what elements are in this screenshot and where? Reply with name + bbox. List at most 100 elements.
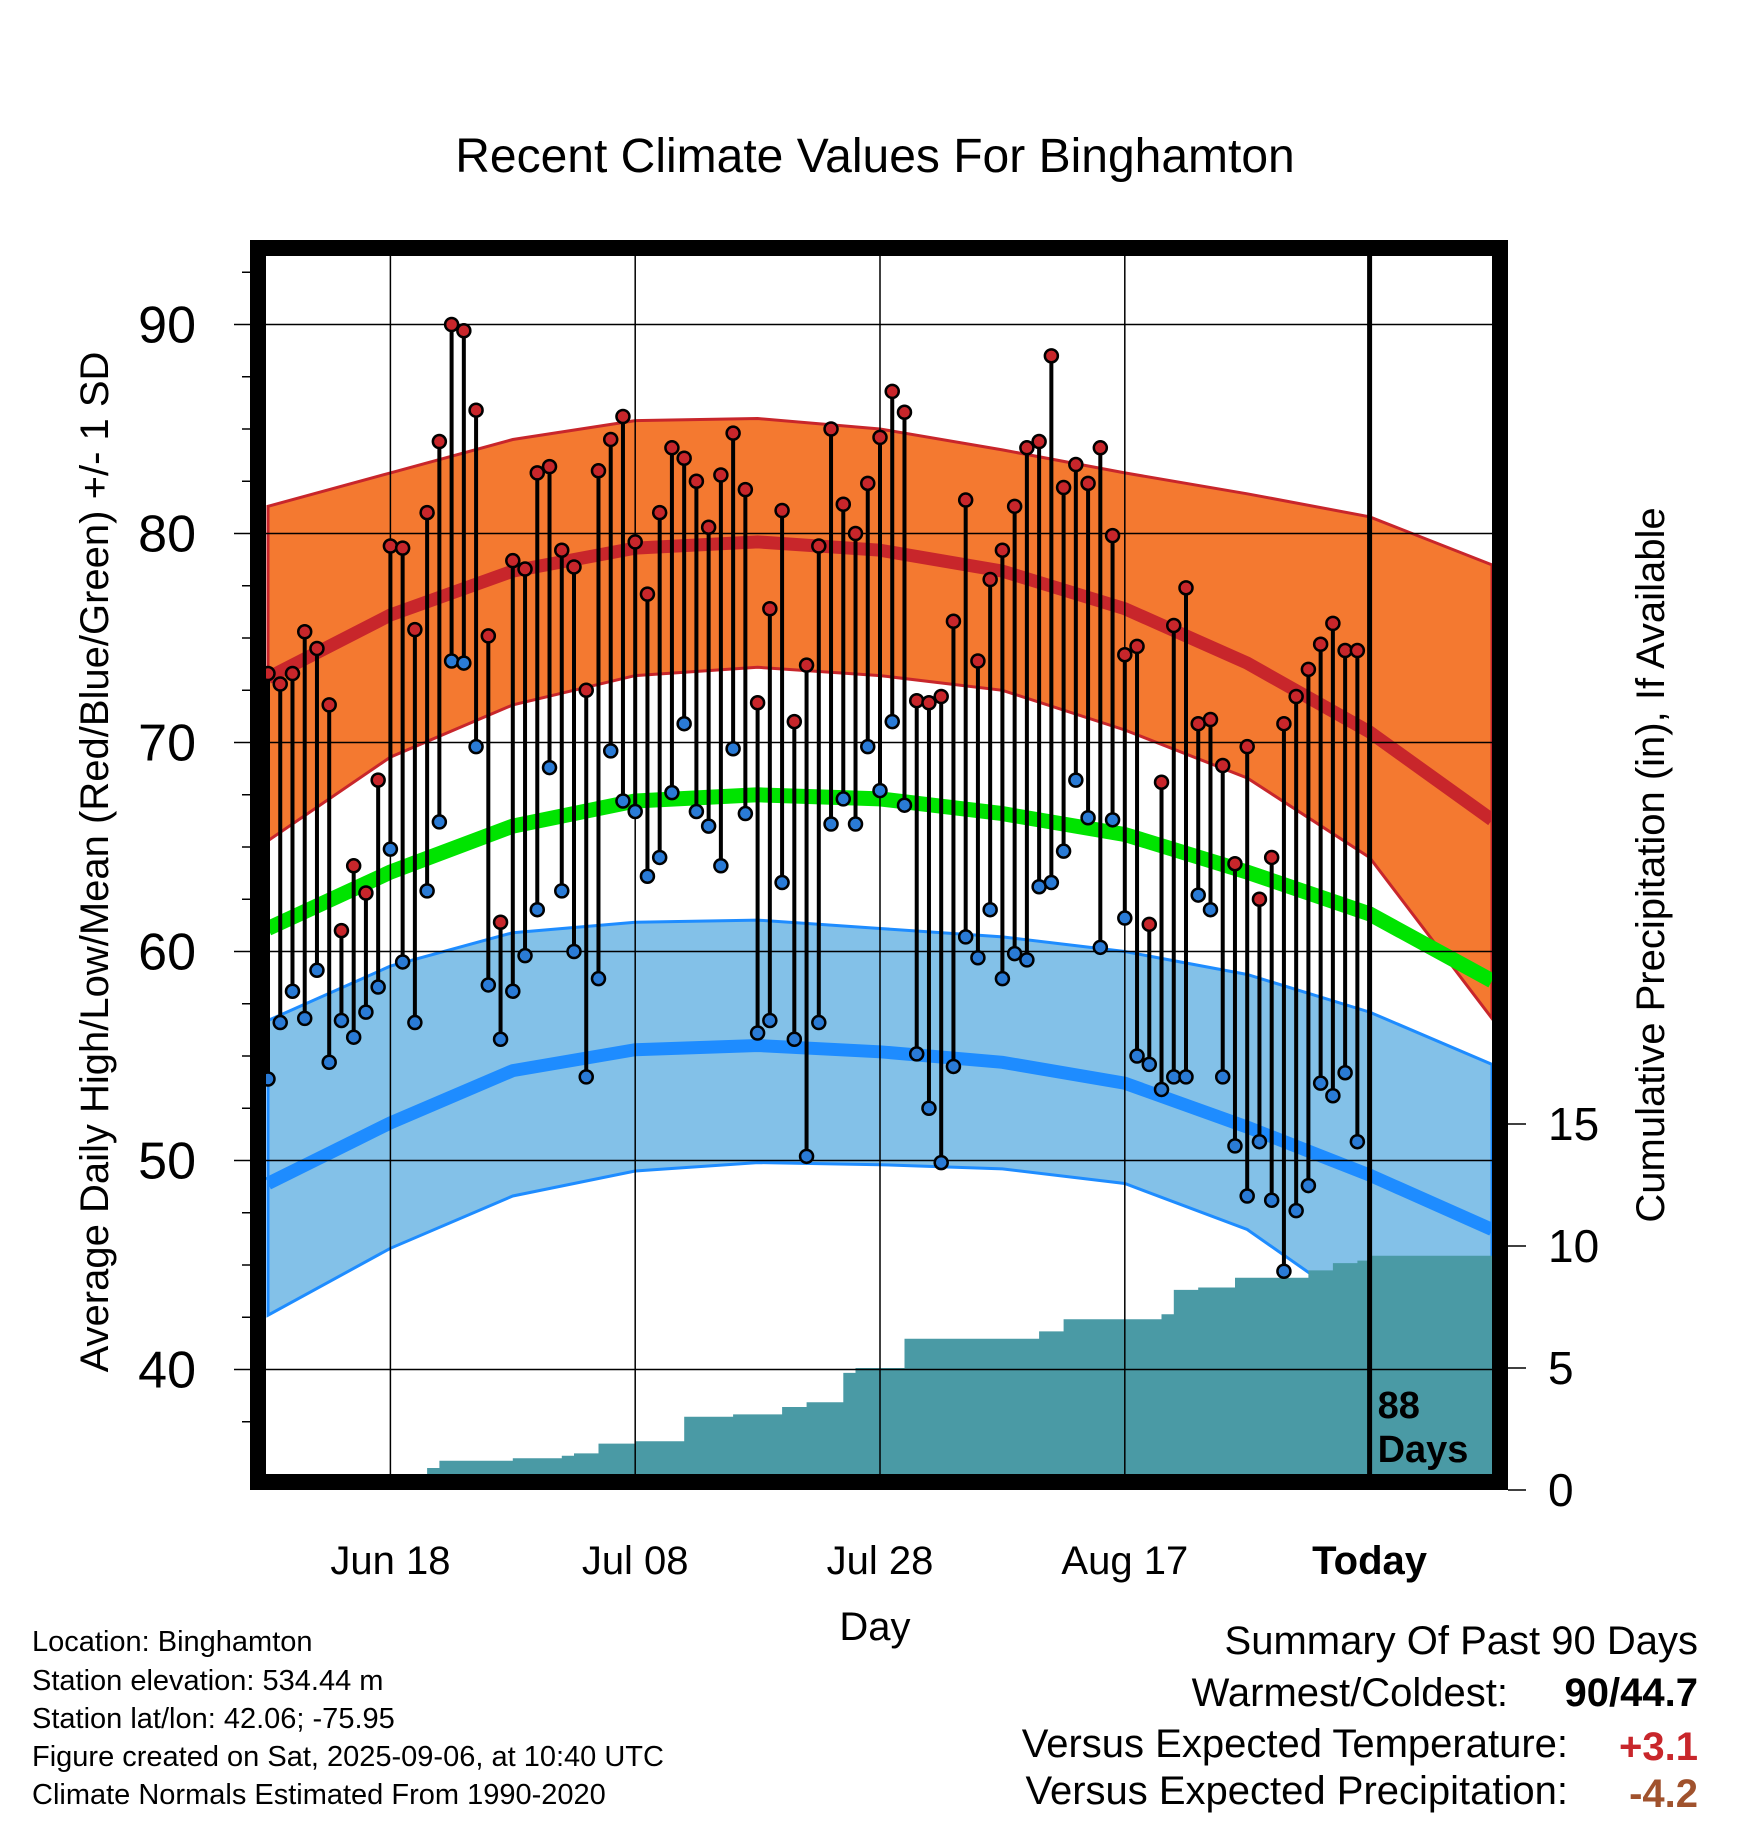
low-temp-point: [664, 784, 680, 801]
high-temp-point: [1214, 757, 1231, 774]
summary-precip-value: -4.2: [1629, 1772, 1698, 1816]
high-temp-point: [1239, 738, 1255, 755]
high-temp-point: [823, 421, 839, 437]
today-days-label: Days: [1378, 1429, 1469, 1471]
low-temp-point: [627, 803, 643, 820]
high-temp-point: [309, 640, 325, 657]
low-temp-point: [284, 983, 301, 999]
low-temp-point: [1325, 1087, 1341, 1104]
low-temp-point: [957, 929, 974, 945]
high-temp-point: [774, 502, 790, 519]
high-temp-point: [1043, 348, 1060, 364]
high-temp-point: [896, 404, 913, 421]
high-temp-point: [370, 772, 386, 788]
low-temp-point: [700, 818, 717, 834]
x-tick-label: Jul 08: [582, 1539, 689, 1583]
low-temp-point: [1068, 772, 1084, 788]
low-temp-point: [994, 970, 1011, 987]
low-temp-point: [1337, 1064, 1353, 1081]
low-temp-point: [1043, 874, 1060, 891]
low-temp-point: [884, 713, 900, 730]
y2-tick-label: 15: [1548, 1098, 1599, 1150]
x-tick-label: Jun 18: [330, 1539, 450, 1583]
chart-title: Recent Climate Values For Binghamton: [455, 130, 1295, 183]
summary-precip-label: Versus Expected Precipitation:: [1025, 1769, 1568, 1813]
low-temp-point: [639, 868, 656, 885]
high-temp-point: [480, 628, 497, 644]
low-temp-point: [1312, 1075, 1329, 1091]
high-temp-point: [272, 676, 288, 692]
high-temp-point: [468, 402, 484, 418]
low-temp-point: [1349, 1133, 1366, 1150]
high-temp-point: [835, 496, 852, 512]
low-temp-point: [1080, 809, 1096, 826]
high-temp-point: [492, 914, 509, 930]
low-temp-point: [725, 741, 741, 757]
summary-heading: Summary Of Past 90 Days: [1224, 1619, 1698, 1663]
high-temp-point: [419, 504, 435, 521]
high-temp-point: [762, 600, 778, 617]
high-temp-point: [1129, 638, 1145, 655]
low-temp-point: [982, 901, 998, 918]
low-temp-point: [811, 1014, 827, 1031]
high-temp-point: [908, 692, 925, 709]
summary-temp-value: +3.1: [1619, 1725, 1698, 1769]
high-temp-point: [333, 922, 350, 939]
high-temp-point: [1019, 440, 1035, 456]
low-temp-point: [602, 743, 619, 759]
low-temp-point: [345, 1029, 362, 1045]
low-temp-point: [394, 954, 411, 970]
low-temp-point: [921, 1100, 937, 1116]
high-temp-point: [639, 586, 656, 602]
low-temp-point: [970, 950, 986, 966]
y2-axis-label: Cumulative Precipitation (in), If Availa…: [1629, 507, 1673, 1222]
low-temp-point: [847, 816, 864, 832]
low-temp-point: [774, 874, 790, 891]
y-tick-label: 70: [138, 715, 196, 773]
high-temp-point: [872, 429, 888, 446]
low-temp-point: [358, 1004, 374, 1020]
high-temp-point: [945, 613, 962, 630]
low-temp-point: [688, 803, 705, 820]
low-temp-point: [1288, 1202, 1304, 1219]
low-temp-point: [541, 759, 558, 776]
low-temp-point: [443, 653, 460, 669]
high-temp-point: [541, 458, 558, 475]
low-temp-point: [737, 805, 754, 822]
low-temp-point: [1214, 1069, 1231, 1085]
high-temp-point: [1031, 433, 1047, 450]
high-temp-point: [1325, 615, 1341, 632]
high-temp-point: [725, 425, 741, 441]
low-temp-point: [1300, 1177, 1317, 1194]
low-temp-point: [554, 883, 570, 899]
low-temp-point: [1117, 910, 1133, 926]
x-tick-label: Jul 28: [827, 1539, 934, 1583]
high-temp-point: [529, 465, 546, 481]
high-temp-point: [1166, 617, 1182, 634]
info-latlon: Station lat/lon: 42.06; -75.95: [32, 1703, 395, 1735]
low-temp-point: [896, 797, 913, 813]
low-temp-point: [1190, 887, 1206, 903]
high-temp-point: [1300, 661, 1317, 678]
high-temp-point: [786, 713, 803, 730]
low-temp-point: [786, 1031, 803, 1048]
high-temp-point: [382, 538, 399, 554]
low-temp-point: [823, 816, 839, 832]
low-temp-point: [272, 1014, 288, 1031]
low-temp-point: [431, 814, 448, 830]
low-temp-point: [1239, 1188, 1255, 1204]
low-temp-point: [590, 970, 607, 987]
y2-tick-label: 0: [1548, 1464, 1574, 1516]
low-temp-point: [1019, 952, 1035, 968]
low-temp-point: [333, 1012, 350, 1029]
high-temp-point: [994, 542, 1011, 558]
high-temp-point: [921, 695, 937, 711]
high-temp-point: [1006, 498, 1023, 515]
today-days-count: 88: [1378, 1385, 1420, 1427]
high-temp-point: [505, 552, 521, 569]
high-temp-point: [1117, 646, 1133, 663]
high-temp-point: [431, 433, 448, 450]
y-tick-label: 50: [138, 1133, 196, 1191]
high-temp-point: [566, 559, 582, 575]
